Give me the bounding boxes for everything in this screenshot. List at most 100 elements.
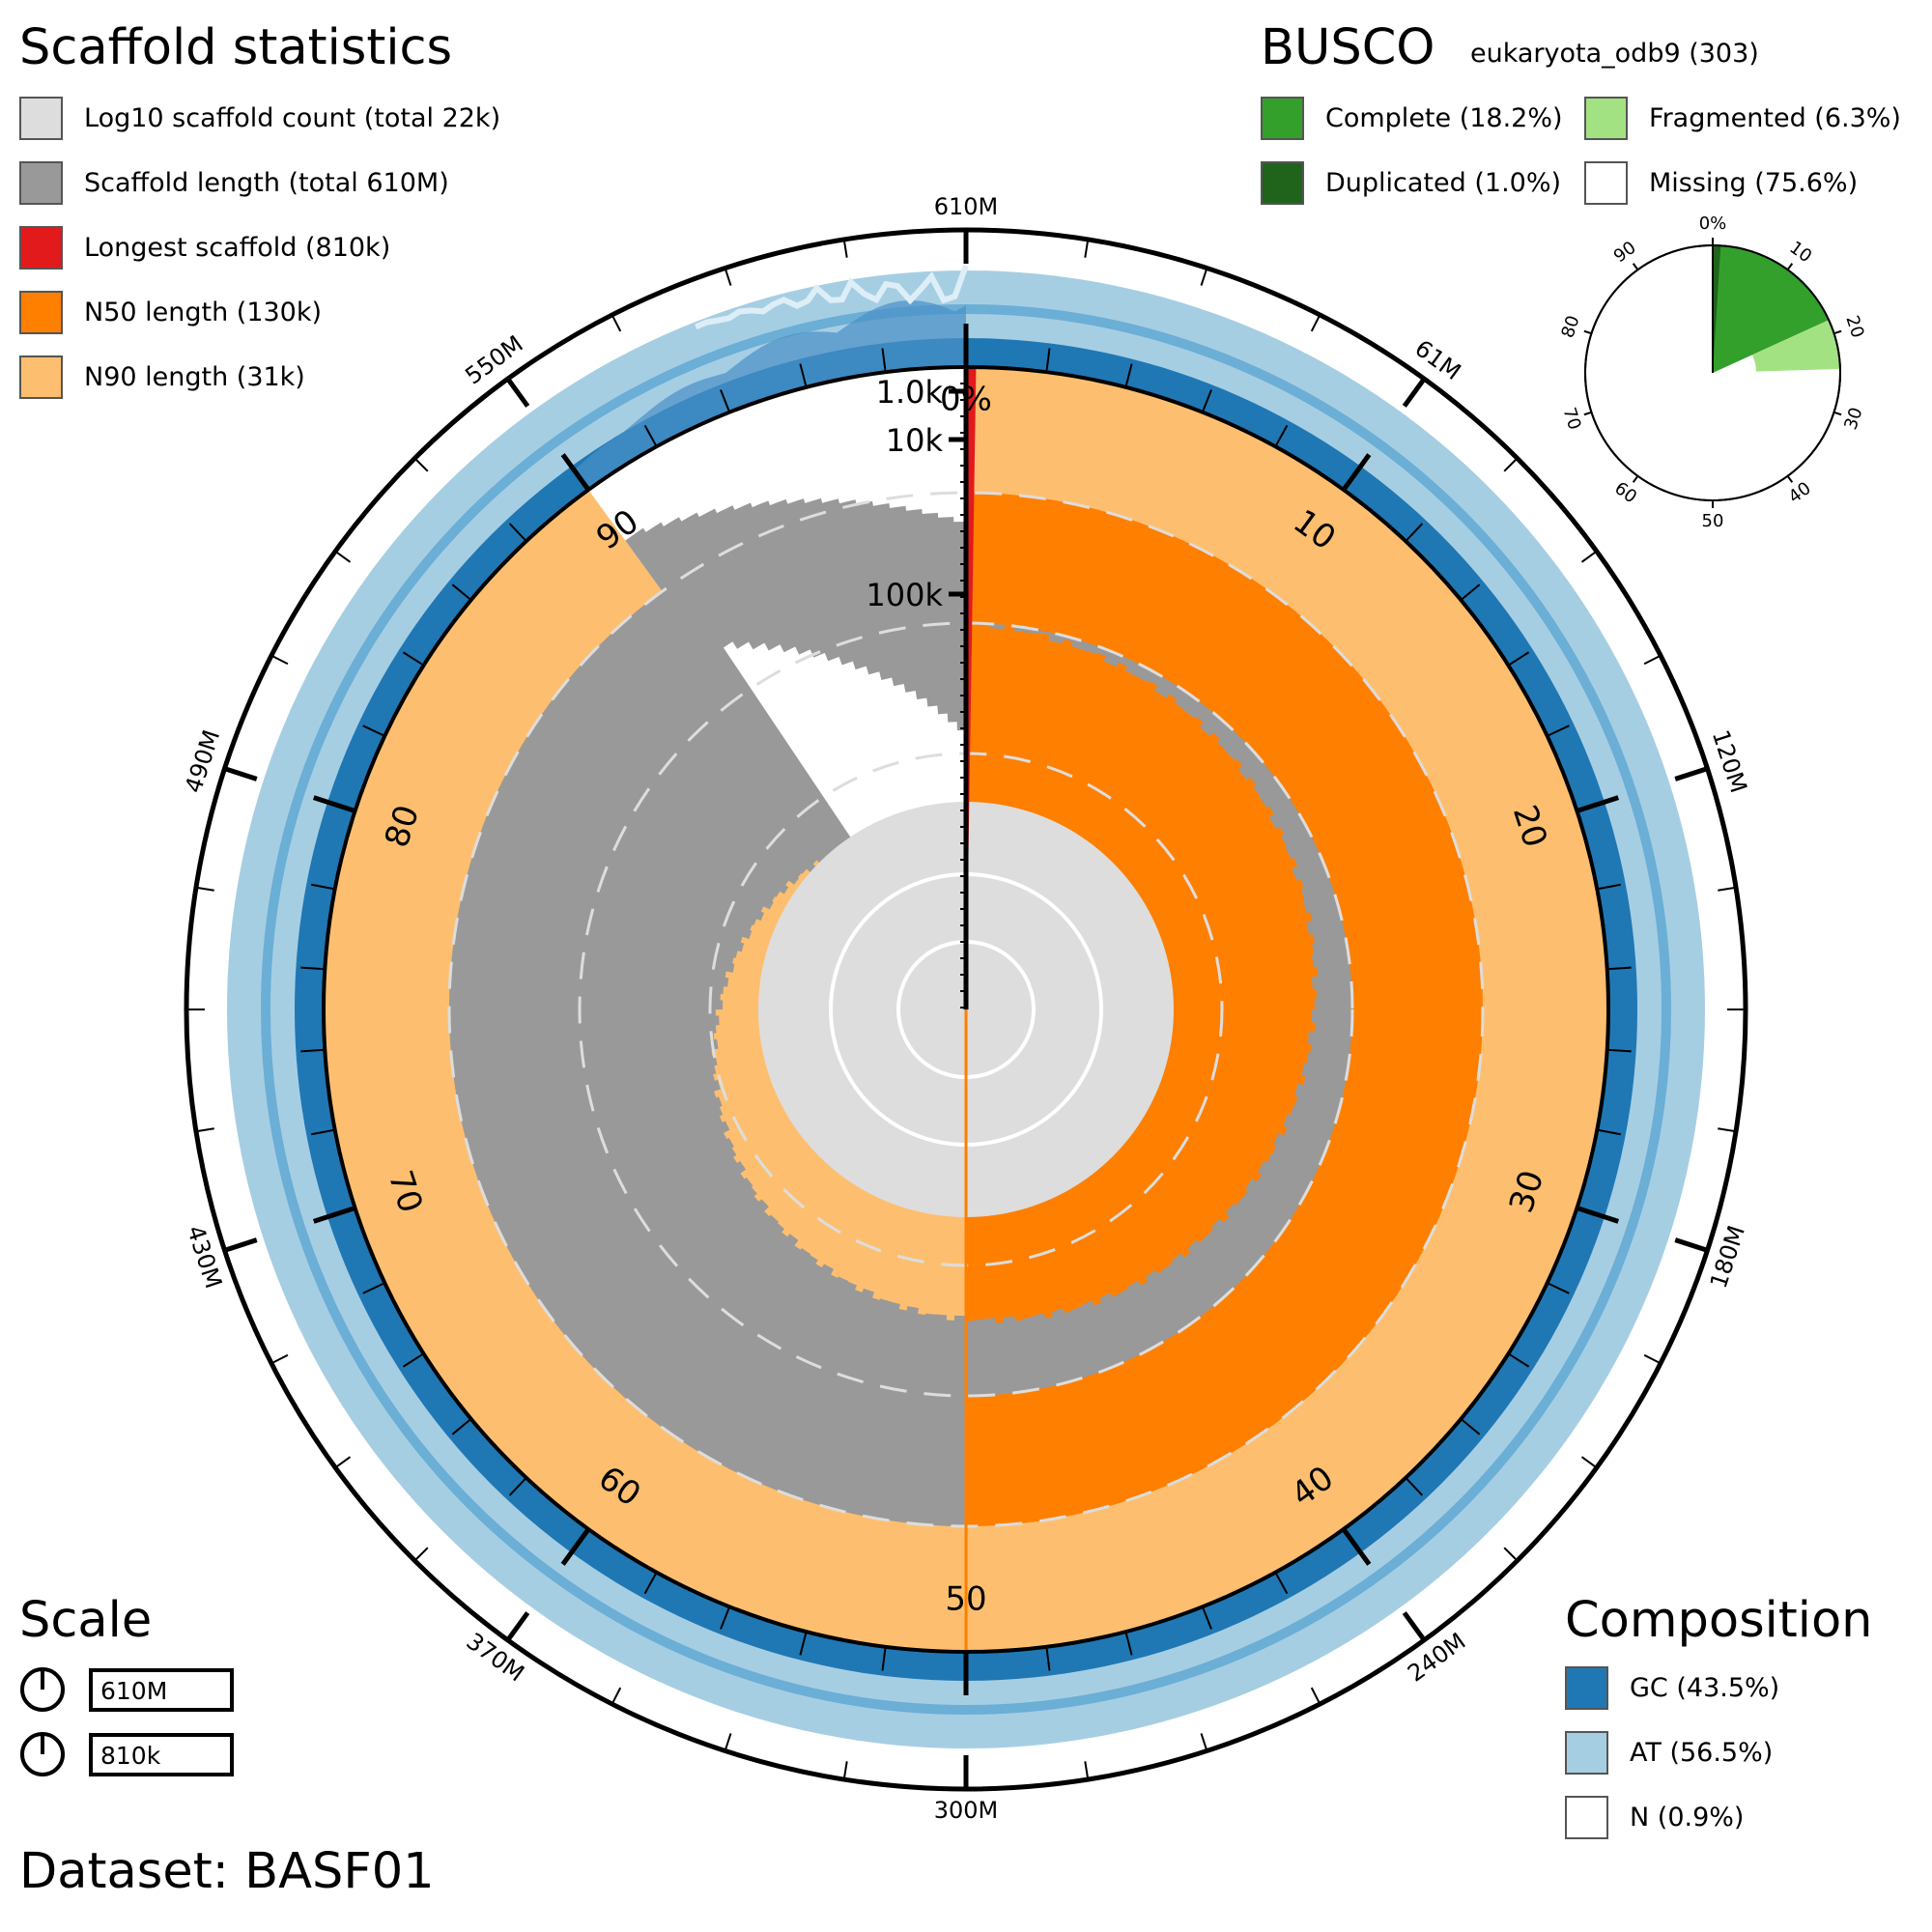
scaffold-length-wedge [1094,645,1111,658]
scaffold-length-wedge [538,702,790,887]
scaffold-legend-item-label: Longest scaffold (810k) [84,233,391,263]
percent-tick [720,1605,731,1630]
scaffold-length-wedge [461,877,738,958]
scaffold-length-wedge [565,1185,757,1351]
scaffold-length-wedge [634,1231,789,1418]
percent-tick [720,389,731,413]
percent-tick [1576,795,1620,813]
scaffold-length-wedge [1051,1308,1086,1381]
scale-value: 610M [89,1667,234,1712]
busco-lineage: eukaryota_odb9 (303) [1470,39,1759,69]
radial-axis-label: 100k [866,577,943,613]
length-tick [1718,886,1737,892]
length-tick [270,1353,289,1365]
percent-tick [1341,453,1372,492]
busco-tick [1583,411,1592,416]
scaffold-length-wedge [1271,1144,1321,1177]
scaffold-legend-item: N50 length (130k) [19,291,322,334]
percent-tick [362,1282,385,1294]
radial-axis-label: 1.0k [876,374,944,411]
composition-legend-item-label: N (0.9%) [1630,1803,1745,1833]
percent-tick [402,651,425,667]
scaffold-length-wedge [505,757,774,910]
length-tick [195,886,214,892]
scaffold-length-wedge [1225,736,1250,761]
scaffold-length-wedge [1290,1104,1338,1131]
scaffold-length-wedge [1300,878,1335,902]
scaffold-length-wedge [474,831,753,940]
scaffold-length-wedge [1294,1094,1341,1121]
busco-complete-sector [1713,245,1830,373]
scaffold-length-wedge [469,846,744,945]
scaffold-length-wedge [1281,823,1312,849]
scaffold-length-wedge [866,1306,920,1520]
scaffold-length-wedge [557,677,803,879]
scaffold-length-wedge [1303,1074,1346,1096]
percent-tick [1576,1206,1620,1224]
length-label: 550M [460,330,527,390]
scaffold-length-wedge [1248,763,1273,787]
scaffold-length-wedge [1267,792,1294,816]
length-tick [223,766,258,781]
scaffold-length-wedge [519,1146,737,1287]
busco-mini-label: 90 [1610,238,1640,267]
scaffold-length-wedge [836,499,895,681]
busco-mini-label: 60 [1610,478,1640,507]
busco-mini-label: 40 [1785,478,1815,507]
scaffold-length-wedge [548,690,800,885]
busco-tick [1833,329,1842,335]
scaffold-length-wedge [636,599,845,857]
length-tick [1580,1456,1598,1469]
percent-tick [643,1572,658,1595]
busco-legend-item: Duplicated (1.0%) [1261,161,1561,205]
percent-tick [362,724,385,737]
longest-scaffold-line [966,367,977,1009]
scaffold-length-wedge [749,500,828,658]
busco-duplicated-sector [1713,245,1721,373]
scaffold-length-wedge [1302,890,1338,913]
busco-title: BUSCO [1261,19,1435,76]
percent-tick [311,1128,335,1136]
length-tick [1674,1237,1709,1253]
at-composition-noise [695,264,969,330]
scaffold-legend-item-label: N90 length (31k) [84,362,305,392]
scaffold-length-wedge [513,743,776,903]
scaffold-length-wedge [1225,1203,1279,1249]
composition-legend-item-swatch [1565,1731,1608,1775]
scaffold-length-wedge [529,716,789,895]
busco-tick [1786,263,1794,270]
scaffold-length-wedge [818,1298,892,1511]
scaffold-length-wedge [1285,834,1317,860]
composition-legend-item-swatch [1565,1666,1608,1710]
percent-tick [1124,363,1133,388]
clock-icon [20,1667,65,1712]
scaffold-length-wedge [1183,696,1206,719]
busco-mini-label: 0% [1699,213,1727,234]
busco-legend-item-swatch [1261,97,1304,140]
scaffold-length-wedge [521,729,781,897]
length-label: 610M [934,193,999,220]
scaffold-legend-item-swatch [19,226,63,270]
gc-composition-noise [574,299,966,491]
scaffold-length-wedge [902,509,940,707]
busco-legend-item-label: Duplicated (1.0%) [1325,168,1562,198]
scaffold-legend-item: Scaffold length (total 610M) [19,161,449,205]
scaffold-length-wedge [1256,1172,1305,1208]
busco-mini-label: 80 [1558,313,1584,340]
length-tick [1402,377,1427,408]
busco-legend-item-swatch [1584,97,1628,140]
percent-tick [451,583,472,601]
length-tick [505,1611,530,1642]
scaffold-length-wedge [1311,1009,1352,1025]
length-tick [842,239,848,258]
busco-legend-item-label: Complete (18.2%) [1325,103,1563,133]
dataset-label: Dataset: BASF01 [19,1843,435,1900]
scaffold-length-wedge [611,619,832,861]
scaffold-length-wedge [930,1320,956,1526]
scaffold-length-wedge [919,512,950,715]
busco-mini-label: 20 [1841,313,1867,340]
percent-tick [1547,724,1570,737]
length-tick [1643,1353,1662,1365]
busco-legend-item-swatch [1261,161,1304,205]
length-tick [334,550,352,563]
